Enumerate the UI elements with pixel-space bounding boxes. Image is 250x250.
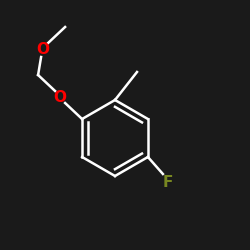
Text: O: O — [36, 42, 50, 56]
Text: F: F — [163, 174, 173, 190]
Text: O: O — [54, 90, 66, 104]
